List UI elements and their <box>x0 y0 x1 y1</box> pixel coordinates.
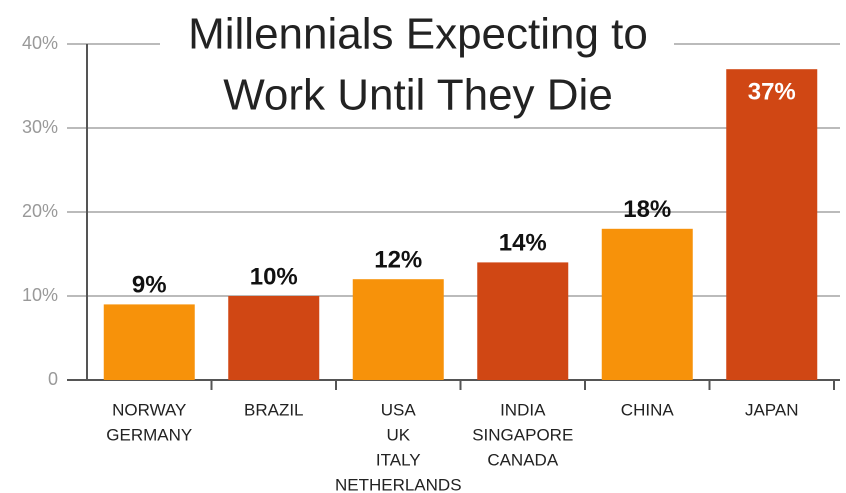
y-tick-label: 40% <box>22 33 58 53</box>
chart-title: Millennials Expecting to <box>188 10 648 59</box>
x-tick-label: GERMANY <box>106 425 192 444</box>
data-label: 9% <box>132 272 167 299</box>
x-tick-label: BRAZIL <box>244 400 304 419</box>
bar <box>228 296 320 380</box>
x-tick-label: UK <box>386 425 410 444</box>
x-tick-label: NETHERLANDS <box>335 475 462 493</box>
x-tick-label: CANADA <box>487 450 559 469</box>
bar <box>726 69 818 380</box>
title-background <box>160 8 674 120</box>
x-tick-label: INDIA <box>500 400 546 419</box>
bar <box>601 228 693 380</box>
x-tick-label: ITALY <box>376 450 421 469</box>
y-tick-label: 20% <box>22 201 58 221</box>
y-tick-label: 0 <box>48 369 58 389</box>
data-label: 12% <box>374 247 422 274</box>
y-tick-label: 10% <box>22 285 58 305</box>
x-tick-label: NORWAY <box>112 400 186 419</box>
x-tick-label: USA <box>381 400 417 419</box>
plot: 0 10% 20% 30% 40% Millennials Expecting to Wor… <box>22 10 840 493</box>
bar <box>103 304 195 380</box>
data-label: 14% <box>499 230 547 257</box>
x-tick-label: JAPAN <box>745 400 799 419</box>
data-label: 10% <box>250 263 298 290</box>
bar <box>352 279 444 380</box>
y-tick-label: 30% <box>22 117 58 137</box>
chart-title: Work Until They Die <box>223 71 613 120</box>
data-label: 37% <box>748 79 796 106</box>
x-tick-label: SINGAPORE <box>472 425 573 444</box>
x-tick-label: CHINA <box>621 400 675 419</box>
data-label: 18% <box>623 196 671 223</box>
bar <box>477 262 569 380</box>
